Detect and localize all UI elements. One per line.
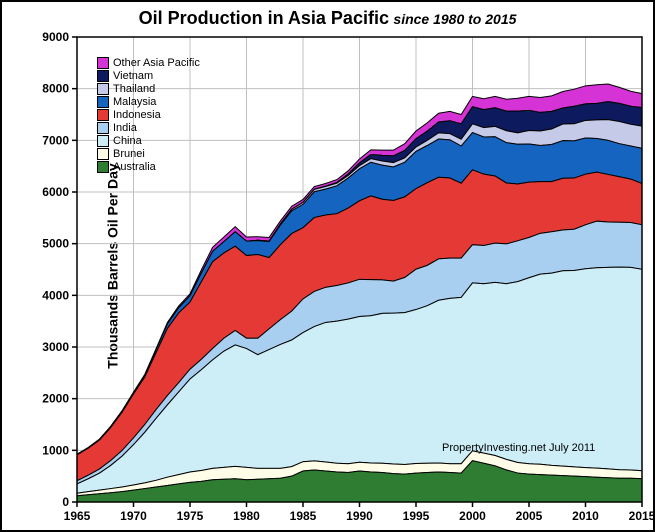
svg-text:0: 0 (62, 495, 69, 509)
legend-item: Thailand (97, 83, 200, 95)
svg-text:1980: 1980 (233, 509, 260, 523)
legend-label: Malaysia (113, 96, 156, 108)
svg-text:1965: 1965 (64, 509, 91, 523)
svg-text:7000: 7000 (42, 133, 69, 147)
svg-text:6000: 6000 (42, 185, 69, 199)
legend-item: India (97, 122, 200, 134)
svg-text:8000: 8000 (42, 82, 69, 96)
legend-label: Vietnam (113, 70, 153, 82)
legend-swatch (97, 83, 109, 95)
legend-swatch (97, 148, 109, 160)
svg-text:4000: 4000 (42, 288, 69, 302)
svg-text:9000: 9000 (42, 30, 69, 44)
plot-background: Oil Production in Asia Pacific since 198… (2, 2, 653, 530)
legend-item: Malaysia (97, 96, 200, 108)
svg-text:1000: 1000 (42, 443, 69, 457)
legend-swatch (97, 122, 109, 134)
svg-text:5000: 5000 (42, 237, 69, 251)
svg-text:1995: 1995 (403, 509, 430, 523)
svg-text:2000: 2000 (459, 509, 486, 523)
svg-text:3000: 3000 (42, 340, 69, 354)
chart-frame: Oil Production in Asia Pacific since 198… (0, 0, 655, 532)
legend-label: Australia (113, 161, 156, 173)
legend-label: Other Asia Pacific (113, 57, 200, 69)
legend-label: China (113, 135, 142, 147)
legend-swatch (97, 96, 109, 108)
attribution: PropertyInvesting.net July 2011 (442, 442, 595, 454)
legend-label: India (113, 122, 137, 134)
legend: Other Asia PacificVietnamThailandMalaysi… (97, 57, 200, 174)
svg-text:2010: 2010 (572, 509, 599, 523)
legend-swatch (97, 135, 109, 147)
legend-swatch (97, 109, 109, 121)
svg-text:1990: 1990 (346, 509, 373, 523)
legend-label: Brunei (113, 148, 145, 160)
svg-text:1975: 1975 (177, 509, 204, 523)
legend-item: Other Asia Pacific (97, 57, 200, 69)
svg-text:1970: 1970 (120, 509, 147, 523)
legend-label: Thailand (113, 83, 155, 95)
svg-text:1985: 1985 (290, 509, 317, 523)
svg-text:2015: 2015 (629, 509, 653, 523)
legend-item: Australia (97, 161, 200, 173)
svg-text:2005: 2005 (516, 509, 543, 523)
legend-label: Indonesia (113, 109, 161, 121)
legend-item: Brunei (97, 148, 200, 160)
legend-item: Indonesia (97, 109, 200, 121)
legend-swatch (97, 161, 109, 173)
legend-swatch (97, 57, 109, 69)
legend-swatch (97, 70, 109, 82)
legend-item: China (97, 135, 200, 147)
legend-item: Vietnam (97, 70, 200, 82)
svg-text:2000: 2000 (42, 392, 69, 406)
